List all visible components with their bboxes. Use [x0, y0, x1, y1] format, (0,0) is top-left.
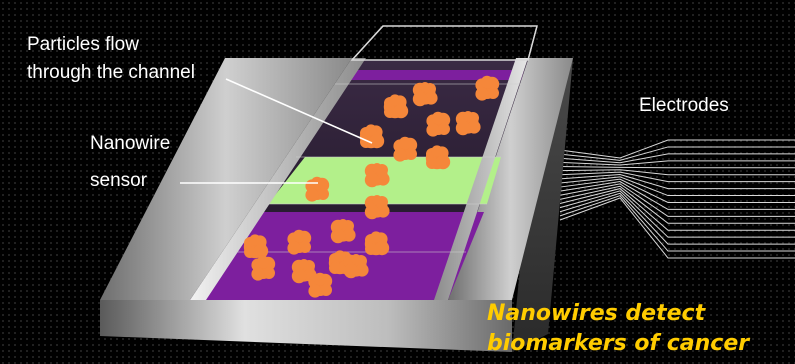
caption-line1: Nanowires detect — [487, 301, 706, 326]
particle — [330, 219, 356, 244]
nanowire-label-line1: Nanowire — [90, 133, 171, 154]
particle — [425, 145, 451, 170]
particle — [359, 124, 385, 149]
electrode-line — [559, 173, 795, 190]
electrode-line — [559, 181, 795, 210]
channel-purple-upper — [340, 70, 524, 80]
particles-group — [243, 75, 500, 298]
electrode-line — [559, 160, 795, 166]
nanowire-label-line2: sensor — [90, 170, 148, 191]
chip-front-face — [100, 300, 512, 352]
electrode-line — [559, 178, 795, 203]
channel-lid-outline — [350, 25, 538, 61]
electrode-line — [559, 139, 795, 159]
caption-line2: biomarkers of cancer — [487, 331, 750, 356]
electrode-line — [559, 195, 795, 252]
chip-side-face — [512, 58, 573, 352]
particle — [243, 234, 269, 259]
electrode-line — [559, 171, 795, 183]
electrode-line — [559, 146, 795, 161]
particle — [343, 254, 369, 279]
electrode-line — [559, 190, 795, 238]
particle — [364, 163, 390, 188]
channel-wall-left — [190, 58, 366, 300]
electrode-line — [559, 197, 795, 259]
particles-label-line1: Particles flow — [27, 34, 139, 55]
chip-right-rail — [448, 58, 573, 300]
particle — [383, 94, 409, 119]
particle — [412, 82, 438, 107]
particle — [475, 75, 500, 101]
chip-left-rail — [100, 58, 352, 300]
particle — [364, 231, 390, 256]
particle — [305, 176, 330, 202]
particle — [455, 111, 481, 136]
electrode-line — [559, 188, 795, 231]
particles-label-line2: through the channel — [27, 62, 195, 83]
electrodes-label: Electrodes — [639, 95, 729, 116]
particle — [287, 229, 312, 255]
particle — [393, 136, 418, 162]
electrode-line — [559, 153, 795, 164]
particle — [426, 111, 451, 137]
electrode-line — [559, 185, 795, 224]
electrode-line — [559, 169, 795, 176]
particles-pointer-line — [225, 78, 373, 144]
particle — [308, 272, 333, 298]
electrode-line — [559, 176, 795, 197]
electrode-line — [559, 165, 795, 169]
channel-wall-right — [434, 58, 528, 300]
electrode-lines — [559, 139, 795, 259]
particle — [364, 195, 390, 220]
electrode-line — [559, 192, 795, 245]
particle — [251, 255, 276, 281]
electrode-line — [559, 183, 795, 217]
